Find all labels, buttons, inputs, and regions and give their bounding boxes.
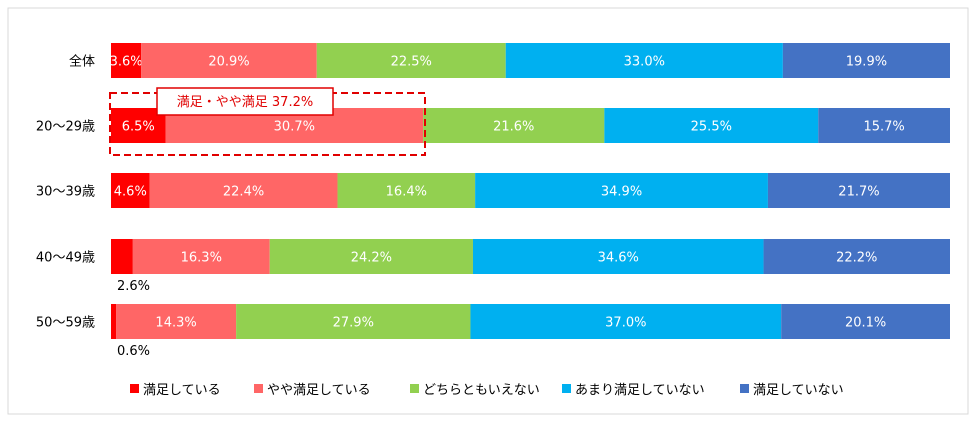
bar-segment [782, 43, 950, 78]
data-label: 14.3% [155, 316, 196, 331]
bar-segment [423, 108, 605, 143]
data-label: 22.5% [391, 55, 432, 70]
data-label: 19.9% [846, 55, 887, 70]
data-label: 20.1% [845, 316, 886, 331]
bar-segment [111, 239, 133, 274]
data-label: 21.6% [493, 120, 534, 135]
data-label: 34.9% [601, 185, 642, 200]
legend-label: やや満足している [267, 383, 371, 398]
data-label: 4.6% [114, 185, 147, 200]
bar-segment [132, 239, 270, 274]
bar-segment [604, 108, 819, 143]
bar-segment [236, 304, 471, 339]
bar-segment [111, 304, 117, 339]
bar-segment [475, 173, 768, 208]
data-label: 22.2% [836, 251, 877, 266]
bar-segment [818, 108, 950, 143]
bar-segment [767, 173, 950, 208]
data-label: 16.3% [181, 251, 222, 266]
category-label: 30～39歳 [36, 185, 95, 200]
bar-segment [472, 239, 764, 274]
legend-label: どちらともいえない [423, 383, 540, 398]
bar-segment [141, 43, 317, 78]
data-label: 6.5% [122, 120, 155, 135]
legend-label: 満足していない [753, 383, 844, 398]
bar-segment [111, 43, 142, 78]
category-label: 50～59歳 [36, 316, 95, 331]
bar-segment [316, 43, 506, 78]
legend-label: あまり満足していない [575, 383, 705, 398]
data-label: 21.7% [838, 185, 879, 200]
bar-segment [269, 239, 473, 274]
data-label: 25.5% [691, 120, 732, 135]
data-label: 22.4% [223, 185, 264, 200]
bar-segment [781, 304, 950, 339]
legend-swatch [562, 384, 571, 393]
legend-swatch [410, 384, 419, 393]
data-label: 34.6% [598, 251, 639, 266]
legend-label: 満足している [143, 383, 221, 398]
bar-segment [470, 304, 782, 339]
annotation-label-box [156, 87, 334, 116]
data-label: 20.9% [208, 55, 249, 70]
legend-swatch [254, 384, 263, 393]
bar-segment [111, 173, 150, 208]
data-label: 0.6% [117, 344, 150, 359]
bar-segment [149, 173, 338, 208]
data-label: 27.9% [333, 316, 374, 331]
legend-swatch [130, 384, 139, 393]
category-label: 40～49歳 [36, 251, 95, 266]
bar-segment [116, 304, 237, 339]
bar-segment [763, 239, 950, 274]
annotation-text: 満足・やや満足 37.2% [177, 95, 313, 110]
legend-swatch [740, 384, 749, 393]
data-label: 16.4% [386, 185, 427, 200]
data-label: 15.7% [863, 120, 904, 135]
data-label: 3.6% [110, 55, 143, 70]
category-label: 20～29歳 [36, 120, 95, 135]
data-label: 30.7% [274, 120, 315, 135]
data-label: 24.2% [351, 251, 392, 266]
bar-segment [337, 173, 476, 208]
data-label: 37.0% [605, 316, 646, 331]
category-label: 全体 [69, 54, 95, 70]
data-label: 2.6% [117, 279, 150, 294]
bar-segment [505, 43, 783, 78]
data-label: 33.0% [624, 55, 665, 70]
